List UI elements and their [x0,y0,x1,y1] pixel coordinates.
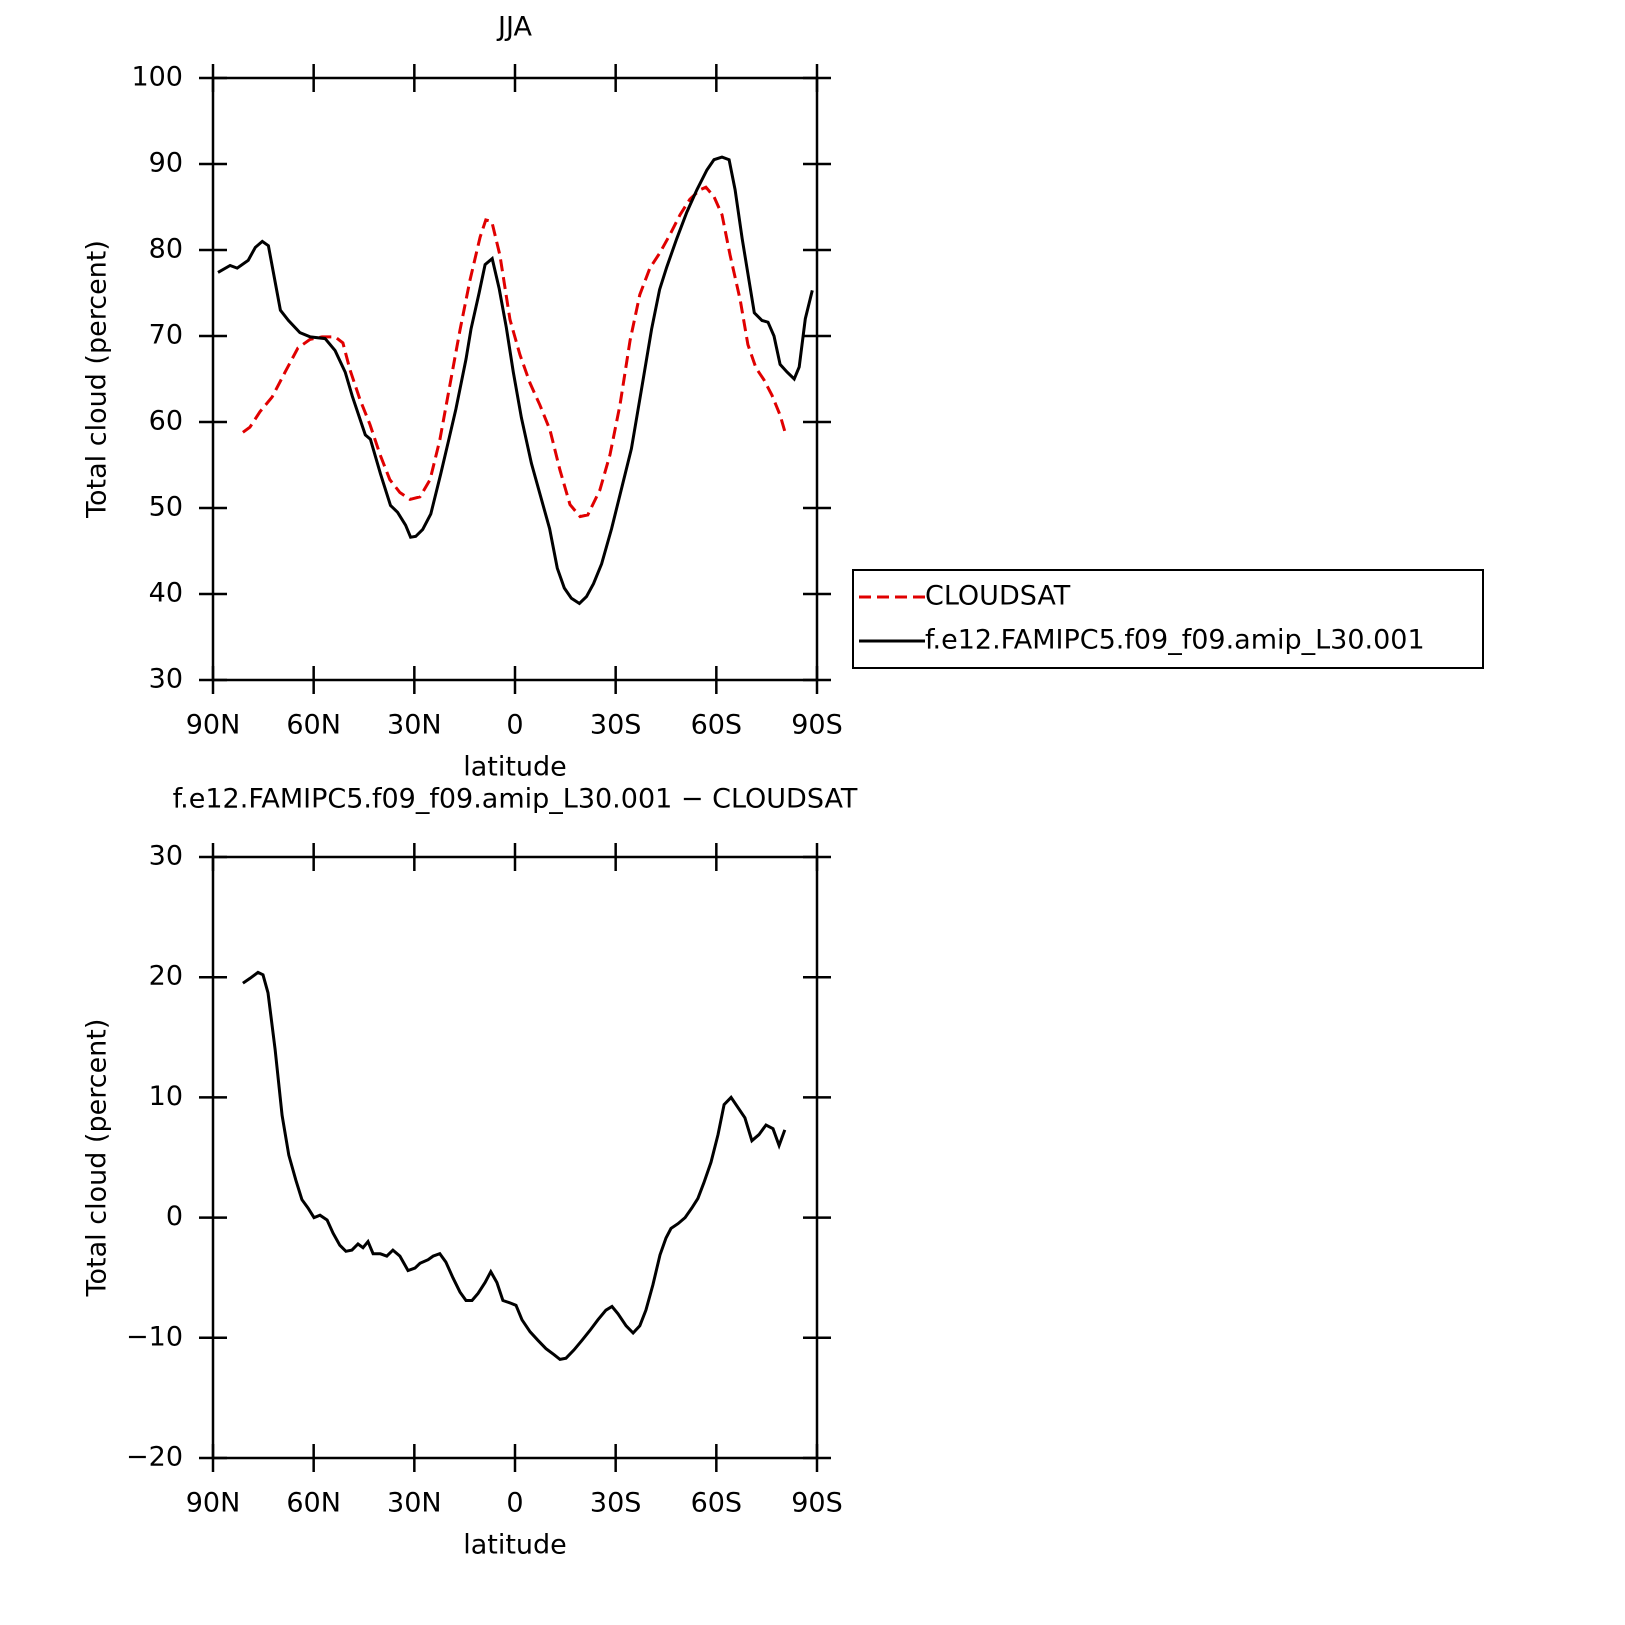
y-axis-label: Total cloud (percent) [82,240,113,519]
chart-title: f.e12.FAMIPC5.f09_f09.amip_L30.001 − CLO… [173,784,858,815]
y-tick-label: 70 [149,320,183,351]
y-tick-label: −10 [126,1321,183,1352]
x-tick-label: 30S [590,1488,642,1519]
series-line [242,185,788,519]
y-tick-label: 60 [149,406,183,437]
chart-title: JJA [496,12,532,43]
x-tick-label: 0 [506,1488,523,1519]
y-tick-label: 20 [149,961,183,992]
y-tick-label: 90 [149,148,183,179]
y-tick-label: 30 [149,664,183,695]
y-tick-label: 30 [149,841,183,872]
y-tick-label: 80 [149,234,183,265]
x-tick-label: 60S [691,1488,743,1519]
x-tick-label: 60S [691,710,743,741]
x-tick-label: 60N [286,710,341,741]
series-line [242,970,787,1362]
y-tick-label: 100 [131,62,183,93]
y-tick-label: 50 [149,492,183,523]
y-tick-label: 40 [149,578,183,609]
x-tick-label: 30N [387,1488,442,1519]
x-tick-label: 30N [387,710,442,741]
x-axis-label: latitude [463,1530,567,1561]
plot-frame [211,76,819,682]
x-tick-label: 90N [186,1488,241,1519]
x-tick-label: 90S [791,1488,843,1519]
x-tick-label: 60N [286,1488,341,1519]
y-axis-label: Total cloud (percent) [82,1019,113,1298]
legend-label: f.e12.FAMIPC5.f09_f09.amip_L30.001 [925,625,1425,656]
legend-box [852,569,1484,669]
series-line [217,155,814,606]
y-tick-label: 10 [149,1081,183,1112]
plot-frame [211,855,819,1460]
legend-label: CLOUDSAT [925,581,1071,612]
x-axis-label: latitude [463,752,567,783]
y-tick-label: −20 [126,1442,183,1473]
x-tick-label: 90N [186,710,241,741]
x-tick-label: 0 [506,710,523,741]
x-tick-label: 90S [791,710,843,741]
x-tick-label: 30S [590,710,642,741]
y-tick-label: 0 [166,1201,183,1232]
